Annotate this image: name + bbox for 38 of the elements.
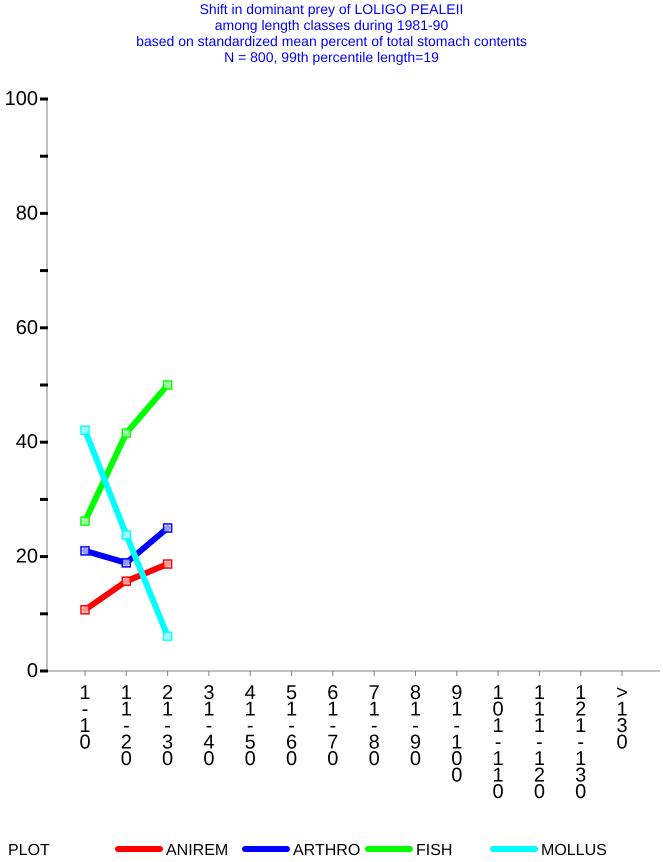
y-tick-label: 20 [16, 546, 38, 568]
y-tick-label: 80 [16, 202, 38, 224]
x-tick-label: >130 [616, 682, 628, 754]
y-tick-label: 40 [16, 431, 38, 454]
legend-label: MOLLUS [541, 842, 607, 859]
y-tick-label: 60 [16, 316, 38, 339]
x-tick-label: 11-20 [120, 682, 132, 770]
x-tick-label: 21-30 [162, 682, 174, 770]
x-tick-label: 1-10 [79, 682, 91, 754]
x-tick-label: 81-90 [410, 682, 422, 770]
legend-label: FISH [416, 842, 452, 859]
point [162, 559, 172, 569]
point [80, 516, 90, 526]
point [162, 523, 172, 533]
point [122, 558, 132, 568]
legend-label: ARTHRO [293, 842, 360, 859]
y-tick-label: 0 [26, 660, 38, 682]
x-tick-label: 51-60 [286, 682, 298, 770]
y-tick-label: 100 [4, 88, 38, 110]
point [122, 530, 132, 540]
x-tick-label: 71-80 [368, 682, 380, 770]
x-tick-label: 31-40 [203, 682, 214, 770]
x-tick-label: 41-50 [244, 682, 256, 770]
point [122, 576, 132, 586]
x-tick-label: 121-130 [575, 682, 586, 803]
point [80, 605, 90, 615]
point [162, 380, 172, 390]
legend-label: ANIREM [166, 842, 228, 859]
legend-title: PLOT [8, 842, 50, 859]
point [122, 428, 132, 438]
x-tick-label: 101-110 [492, 682, 504, 803]
x-tick-label: 111-120 [534, 682, 545, 803]
point [162, 631, 172, 641]
x-tick-label: 61-70 [327, 682, 338, 770]
x-tick-label: 91-100 [451, 682, 462, 786]
point [80, 546, 90, 556]
point [80, 425, 90, 435]
chart-title: Shift in dominant prey of LOLIGO PEALEII among length classes during 1981-90 based on standardized mean percent of total stomach contents N = 800, 99th percentile length=19 [136, 1, 527, 65]
